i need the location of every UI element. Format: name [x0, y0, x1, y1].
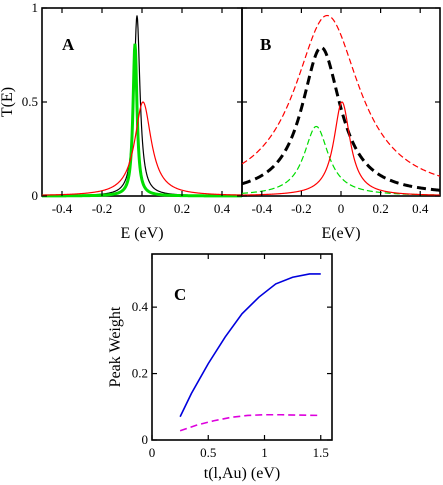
panel-a-label: A [62, 35, 75, 54]
panel-a-curves [41, 15, 243, 198]
panel-c-frame [151, 253, 333, 441]
panel-a: -0.4 -0.2 0 0.2 0.4 00.51 A E (eV) T(E) [0, 0, 243, 242]
x-tick-label: 0.4 [412, 201, 429, 216]
x-tick-label: 1 [261, 445, 268, 460]
x-tick-label: 0.2 [372, 201, 388, 216]
x-tick-label: 0.4 [214, 201, 231, 216]
panel-b-x-axis-label: E(eV) [321, 225, 360, 242]
panel-c-x-axis-label: t(l,Au) (eV) [204, 465, 280, 482]
x-tick-label: 1.5 [313, 445, 329, 460]
panel-c-label: C [174, 285, 186, 304]
panel-a-series-3-line [41, 101, 243, 196]
panel-c-curves [179, 273, 321, 432]
x-tick-label: 0 [139, 201, 146, 216]
panel-c-y-ticks: 0 0.2 0.4 [132, 299, 332, 447]
panel-b-series-1-line [241, 14, 441, 177]
x-tick-label: -0.2 [291, 201, 312, 216]
y-tick-label: 1 [32, 0, 39, 15]
y-tick-label: 0 [142, 432, 149, 447]
x-tick-label: 0 [338, 201, 345, 216]
panel-a-y-ticks: 00.51 [22, 0, 242, 203]
x-tick-label: 0.5 [200, 445, 216, 460]
panel-b-series-4-line [241, 101, 441, 196]
panel-b-label: B [260, 35, 271, 54]
y-tick-label: 0.2 [132, 366, 148, 381]
panel-b-series-2-line [241, 45, 441, 192]
panel-c-series-2-line [179, 413, 321, 432]
y-tick-label: 0.4 [132, 299, 149, 314]
panel-a-x-axis-label: E (eV) [120, 225, 163, 242]
panel-c: 0 0.5 1 1.5 0 0.2 0.4 C t(l,Au) (eV) Peak Wei… [107, 253, 333, 482]
panel-b-y-ticks [242, 7, 440, 197]
y-tick-label: 0.5 [22, 94, 38, 109]
panel-b: -0.4 -0.2 0 0.2 0.4 B E(eV) [241, 7, 441, 242]
panel-b-curves [241, 14, 441, 196]
x-tick-label: -0.2 [92, 201, 113, 216]
panel-a-x-ticks: -0.4 -0.2 0 0.2 0.4 [52, 8, 231, 216]
panel-c-x-ticks: 0 0.5 1 1.5 [149, 254, 329, 460]
x-tick-label: -0.4 [252, 201, 273, 216]
y-tick-label: 0 [32, 188, 39, 203]
x-tick-label: 0.2 [174, 201, 190, 216]
panel-a-series-2-line [42, 43, 242, 198]
panel-c-series-1-line [179, 273, 321, 418]
x-tick-label: -0.4 [52, 201, 73, 216]
panel-c-y-axis-label: Peak Weight [107, 306, 124, 387]
x-tick-label: 0 [149, 445, 156, 460]
panel-b-x-ticks: -0.4 -0.2 0 0.2 0.4 [252, 8, 429, 216]
panel-a-y-axis-label: T(E) [0, 87, 16, 117]
